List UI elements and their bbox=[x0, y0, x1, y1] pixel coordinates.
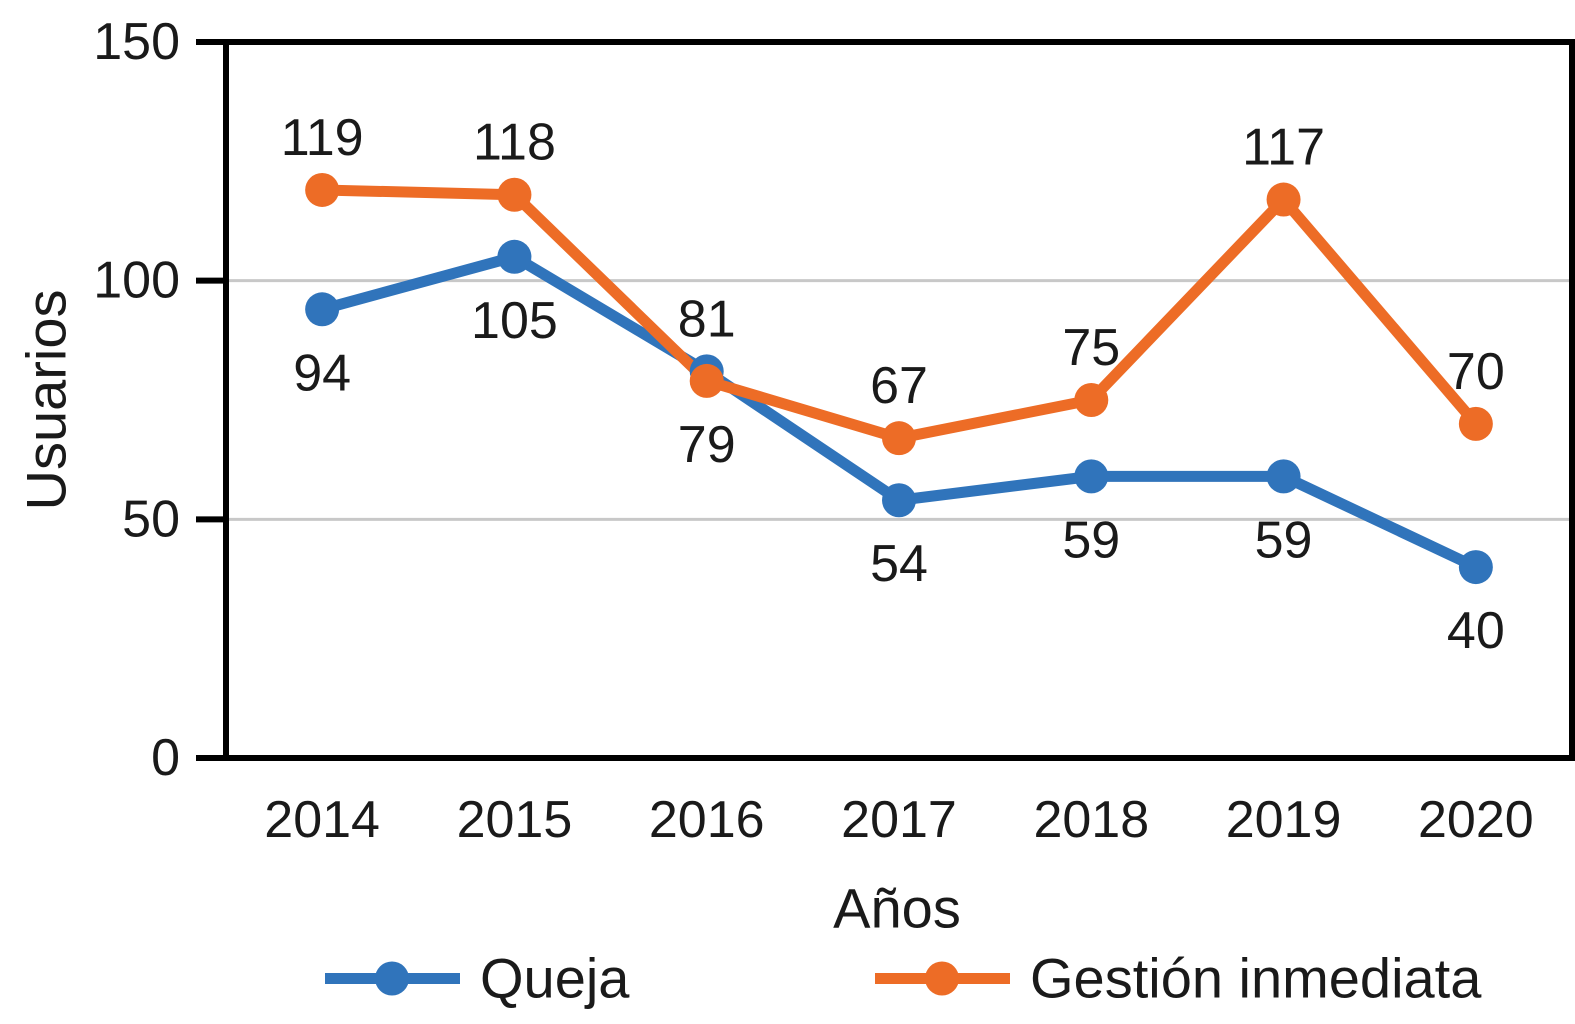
y-axis-title: Usuarios bbox=[14, 289, 78, 511]
data-label: 59 bbox=[1062, 511, 1120, 569]
data-point-marker bbox=[1458, 406, 1493, 441]
legend-item-gestion-inmediata: Gestión inmediata bbox=[875, 946, 1481, 1011]
data-label: 54 bbox=[870, 535, 928, 593]
data-label: 79 bbox=[678, 416, 736, 474]
x-axis-title: Años bbox=[833, 876, 961, 940]
data-label: 105 bbox=[471, 292, 558, 350]
legend-label-queja: Queja bbox=[480, 946, 630, 1010]
y-tick-label: 150 bbox=[93, 13, 180, 71]
legend-swatch-gestion-inmediata bbox=[875, 961, 1010, 995]
data-label: 75 bbox=[1062, 319, 1120, 377]
data-label: 118 bbox=[473, 114, 556, 172]
x-tick-label: 2019 bbox=[1226, 791, 1342, 849]
data-label: 40 bbox=[1447, 602, 1505, 660]
legend-swatch-queja bbox=[325, 961, 460, 995]
data-point-marker bbox=[497, 177, 532, 212]
data-point-marker bbox=[1074, 383, 1109, 417]
data-point-marker bbox=[882, 421, 916, 456]
x-tick-label: 2016 bbox=[649, 791, 765, 849]
legend-item-queja: Queja bbox=[325, 946, 629, 1011]
x-tick-label: 2014 bbox=[264, 791, 380, 849]
x-tick-label: 2020 bbox=[1418, 791, 1534, 849]
data-point-marker bbox=[305, 172, 340, 207]
legend-marker-icon bbox=[925, 961, 959, 995]
y-tick-label: 50 bbox=[122, 490, 180, 548]
data-point-marker bbox=[305, 292, 340, 327]
data-label: 94 bbox=[293, 344, 351, 402]
legend-label-gestion-inmediata: Gestión inmediata bbox=[1030, 946, 1482, 1010]
data-label: 119 bbox=[281, 109, 364, 167]
data-point-marker bbox=[689, 363, 724, 398]
data-label: 117 bbox=[1242, 119, 1325, 177]
data-point-marker bbox=[882, 483, 916, 518]
plot-border bbox=[223, 39, 1575, 761]
data-label: 70 bbox=[1447, 343, 1505, 401]
data-label: 81 bbox=[678, 290, 736, 348]
x-tick-label: 2015 bbox=[457, 791, 573, 849]
data-point-marker bbox=[1266, 182, 1301, 217]
y-tick-label: 100 bbox=[93, 252, 180, 310]
x-tick-label: 2018 bbox=[1033, 791, 1149, 849]
legend-marker-icon bbox=[375, 961, 409, 995]
x-tick-label: 2017 bbox=[841, 791, 957, 849]
data-point-marker bbox=[1074, 459, 1109, 494]
y-tick-label: 0 bbox=[151, 729, 180, 787]
data-point-marker bbox=[1266, 459, 1301, 494]
data-label: 59 bbox=[1255, 511, 1313, 569]
data-label: 67 bbox=[870, 357, 928, 415]
data-point-marker bbox=[1458, 550, 1493, 585]
data-point-marker bbox=[497, 239, 532, 274]
